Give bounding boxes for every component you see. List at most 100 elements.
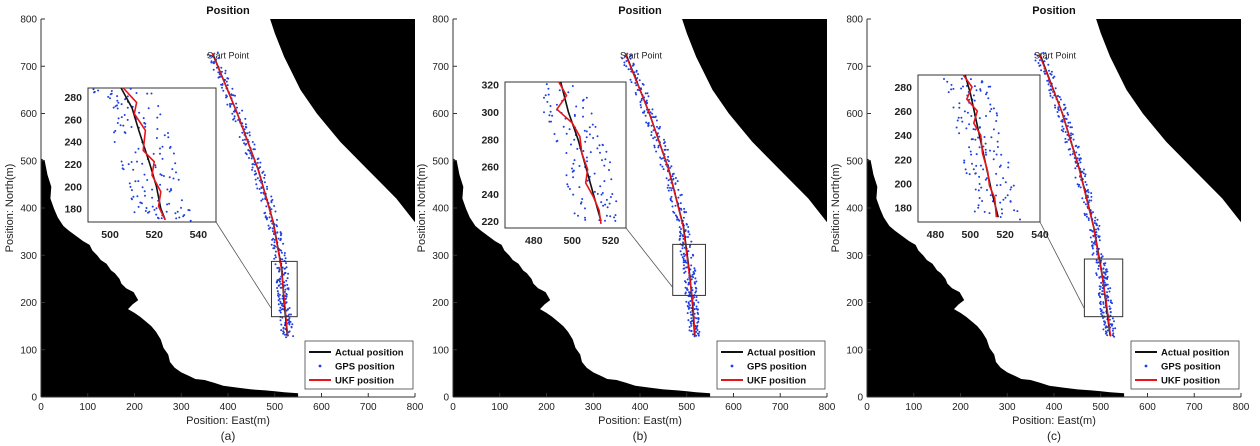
gps-point	[667, 179, 670, 182]
inset-gps-point	[990, 136, 993, 139]
inset-gps-point	[1013, 209, 1016, 212]
gps-point	[629, 57, 632, 60]
inset-gps-point	[974, 138, 977, 141]
gps-point	[229, 104, 232, 107]
gps-point	[209, 55, 211, 58]
gps-point	[233, 117, 236, 120]
gps-point	[248, 131, 251, 134]
gps-point	[1048, 69, 1050, 72]
gps-point	[657, 132, 659, 135]
inset-gps-point	[161, 157, 164, 160]
gps-point	[636, 88, 639, 91]
inset-gps-point	[93, 91, 96, 94]
gps-point	[670, 195, 673, 198]
gps-point	[1091, 253, 1094, 256]
inset-gps-point	[162, 175, 165, 177]
gps-point	[1064, 137, 1067, 140]
inset-gps-point	[964, 168, 967, 171]
inset-gps-point	[590, 112, 593, 115]
inset-gps-point	[585, 130, 588, 133]
inset-gps-point	[178, 216, 181, 219]
inset-x-tick-label: 540	[1031, 229, 1049, 241]
gps-point	[671, 175, 674, 178]
inset-y-tick-label: 300	[481, 107, 499, 119]
gps-point	[696, 321, 699, 324]
x-tick-label: 700	[772, 402, 789, 413]
gps-point	[1051, 96, 1054, 99]
gps-point	[687, 226, 690, 228]
y-tick-label: 400	[432, 204, 449, 215]
gps-point	[687, 236, 689, 238]
zoom-box	[672, 243, 706, 296]
gps-point	[1062, 108, 1065, 111]
figure-caption: (b)	[633, 429, 648, 443]
inset-gps-point	[144, 125, 147, 128]
inset-gps-point	[147, 211, 149, 214]
gps-point	[635, 93, 638, 96]
inset-gps-point	[1019, 218, 1021, 221]
gps-point	[629, 78, 632, 81]
gps-point	[284, 333, 286, 336]
inset-gps-point	[987, 97, 990, 100]
inset-gps-point	[979, 164, 982, 167]
gps-point	[290, 325, 293, 328]
inset-gps-point	[553, 133, 556, 135]
gps-point	[1111, 317, 1114, 320]
inset-x-tick-label: 480	[525, 235, 543, 247]
inset-gps-point	[957, 116, 960, 119]
gps-point	[652, 129, 655, 132]
gps-point	[1040, 69, 1043, 72]
inset-gps-point	[1012, 184, 1015, 187]
inset-gps-point	[605, 150, 608, 153]
inset-gps-point	[962, 85, 964, 88]
inset-gps-point	[978, 175, 981, 178]
legend-swatch-dot	[730, 364, 734, 368]
gps-point	[682, 259, 685, 262]
inset-gps-point	[189, 219, 192, 222]
gps-point	[659, 125, 661, 128]
gps-point	[689, 321, 692, 323]
inset-gps-point	[985, 91, 988, 94]
inset-gps-point	[151, 188, 154, 191]
inset-gps-point	[578, 165, 581, 167]
gps-point	[284, 284, 286, 287]
gps-point	[220, 83, 223, 86]
gps-point	[225, 96, 227, 99]
gps-point	[265, 205, 268, 208]
inset-gps-point	[1004, 196, 1007, 199]
gps-point	[276, 225, 278, 228]
inset-gps-point	[114, 105, 117, 108]
gps-point	[1102, 311, 1105, 314]
gps-point	[1067, 113, 1070, 116]
gps-point	[1093, 222, 1096, 224]
inset-gps-point	[159, 173, 162, 176]
gps-point	[687, 283, 690, 286]
gps-point	[1064, 141, 1067, 144]
gps-point	[1057, 106, 1060, 109]
gps-point	[685, 211, 688, 214]
inset-gps-point	[180, 206, 182, 209]
gps-point	[1095, 261, 1098, 264]
inset-gps-point	[978, 146, 981, 149]
gps-point	[1069, 121, 1072, 124]
gps-point	[647, 95, 650, 98]
inset-gps-point	[985, 153, 988, 156]
legend-label: Actual position	[1161, 348, 1230, 359]
x-tick-label: 100	[905, 402, 922, 413]
gps-point	[623, 61, 626, 64]
legend-swatch-dot	[1144, 364, 1148, 368]
gps-point	[1092, 211, 1094, 214]
gps-point	[663, 138, 665, 141]
inset-gps-point	[113, 131, 115, 134]
gps-point	[1071, 153, 1074, 155]
inset-gps-point	[978, 126, 981, 129]
gps-point	[1113, 320, 1115, 323]
gps-point	[676, 218, 679, 221]
gps-point	[1098, 292, 1101, 294]
inset-gps-point	[565, 132, 568, 135]
gps-point	[687, 319, 690, 322]
gps-point	[1108, 290, 1111, 293]
inset-gps-point	[161, 145, 164, 148]
inset-gps-point	[165, 210, 168, 213]
